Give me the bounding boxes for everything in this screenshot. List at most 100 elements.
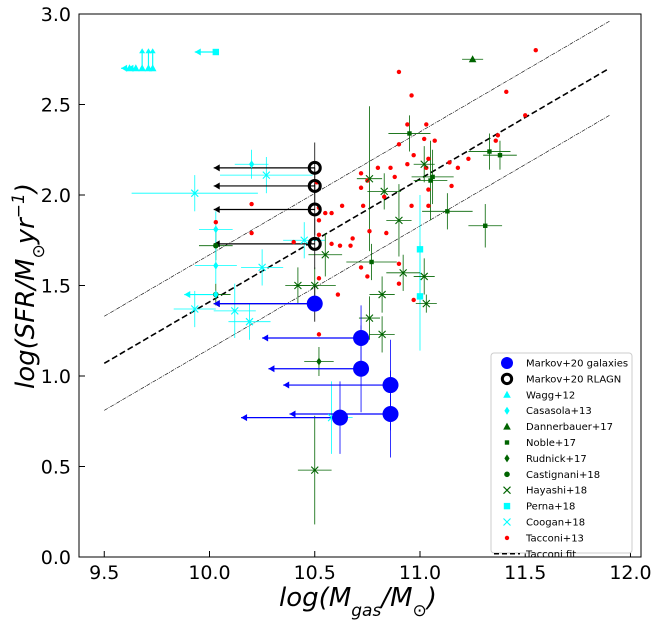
- hayashi-18-point-9: [378, 330, 386, 339]
- legend-label-0: Markov+20 galaxies: [526, 359, 628, 370]
- markov-20-rlagn-point-1-xlimit-head: [213, 182, 220, 190]
- legend-label-9: Perna+18: [526, 502, 575, 513]
- data-markers: [125, 48, 538, 475]
- legend-marker-1: [500, 372, 514, 386]
- tacconi-13-point-15: [504, 89, 509, 95]
- y-tick-label-6: 3.0: [41, 4, 71, 26]
- noble-17-point-5: [497, 152, 503, 158]
- markov-20-galaxies-point-3: [382, 377, 399, 394]
- wagg-12-point-3: [125, 64, 134, 72]
- casasola-13-point-3: [248, 160, 255, 169]
- tacconi-13-point-45: [335, 292, 341, 297]
- tacconi-13-point-54: [329, 210, 334, 216]
- legend-label-12: Tacconi fit: [525, 549, 576, 560]
- coogan-18-point-5: [300, 236, 309, 245]
- noble-17-point-1: [428, 178, 433, 183]
- x-axis-label: log(Mgas/M⊙): [279, 583, 437, 621]
- perna-18-point-0-xlimit-head: [194, 48, 201, 56]
- hayashi-18-point-8: [365, 314, 374, 322]
- tacconi-13-point-52: [316, 232, 322, 238]
- legend-label-10: Coogan+18: [526, 518, 585, 529]
- tacconi-13-point-1: [409, 93, 414, 98]
- tacconi-13-point-55: [388, 165, 393, 171]
- tacconi-13-point-49: [249, 201, 254, 207]
- tacconi-13-point-30: [323, 210, 328, 216]
- casasola-13-point-1: [213, 261, 219, 270]
- coogan-18-point-3: [230, 306, 239, 315]
- tacconi-13-point-39: [329, 241, 334, 247]
- tacconi-13-point-41: [365, 274, 370, 279]
- tacconi-13-point-14: [523, 113, 528, 118]
- x-tick-label-3: 11.0: [399, 562, 441, 584]
- markov-20-galaxies-point-0: [306, 295, 323, 312]
- markov-20-rlagn-point-0-xlimit-head: [213, 164, 220, 172]
- noble-17-point-3: [445, 209, 450, 214]
- hayashi-18-point-0: [365, 174, 374, 183]
- tacconi-13-point-40: [358, 265, 364, 270]
- wagg-12-point-0: [138, 64, 146, 72]
- tacconi-13-point-35: [348, 243, 353, 248]
- coogan-18-point-4: [245, 317, 254, 326]
- coogan-18-point-0: [190, 189, 199, 198]
- hayashi-18-point-5: [420, 272, 429, 281]
- x-tick-label-0: 9.5: [89, 562, 119, 584]
- perna-18-point-2: [416, 293, 424, 300]
- x-tick-label-1: 10.0: [188, 562, 230, 584]
- tacconi-13-point-4: [421, 136, 427, 142]
- markov-20-galaxies-point-3-xlimit-head: [283, 381, 290, 389]
- dannerbauer-17-point-0: [468, 55, 477, 63]
- fit-scatter-line-1: [104, 115, 610, 411]
- legend-marker-4: [503, 422, 511, 430]
- markov-20-galaxies-point-4: [382, 406, 399, 423]
- legend-marker-2: [503, 390, 511, 398]
- markov-20-galaxies-point-2: [353, 360, 370, 377]
- legend-marker-7: [504, 471, 510, 478]
- hayashi-18-point-6: [422, 299, 431, 308]
- wagg-12-point-2-uplimit-head: [149, 48, 156, 54]
- tacconi-13-point-32: [316, 218, 322, 223]
- hayashi-18-point-12: [310, 281, 319, 290]
- tacconi-13-point-29: [339, 203, 345, 209]
- x-tick-label-4: 11.5: [504, 562, 546, 584]
- noble-17-point-6: [483, 223, 488, 228]
- legend-label-3: Casasola+13: [526, 406, 592, 417]
- tacconi-13-point-36: [350, 236, 355, 241]
- y-tick-label-3: 1.5: [41, 276, 71, 298]
- tacconi-13-point-6: [396, 142, 402, 147]
- legend-label-6: Rudnick+17: [526, 454, 587, 465]
- legend-label-2: Wagg+12: [526, 390, 575, 401]
- legend-marker-5: [504, 440, 510, 445]
- tacconi-13-point-18: [375, 165, 381, 171]
- y-tick-label-0: 0.0: [41, 547, 71, 569]
- tacconi-13-point-42: [396, 261, 402, 266]
- y-tick-label-2: 1.0: [41, 366, 71, 388]
- wagg-12-point-1-uplimit-head: [145, 48, 152, 54]
- tacconi-13-point-50: [249, 230, 254, 236]
- noble-17-point-2: [430, 174, 435, 180]
- casasola-13-point-2-xlimit-head: [184, 291, 191, 299]
- tacconi-13-point-44: [411, 297, 416, 303]
- tacconi-13-point-2: [405, 122, 410, 127]
- markov-20-galaxies-point-1-xlimit-head: [262, 334, 269, 342]
- legend-marker-3: [504, 406, 510, 415]
- tacconi-13-point-24: [409, 203, 414, 209]
- tacconi-13-point-26: [426, 203, 431, 209]
- legend-marker-8: [503, 486, 511, 495]
- hayashi-18-point-10: [321, 250, 330, 259]
- legend-marker-10: [503, 518, 511, 526]
- coogan-18-point-2: [258, 263, 267, 272]
- markov-20-galaxies-point-2-xlimit-head: [268, 365, 275, 373]
- tacconi-13-point-25: [426, 187, 431, 192]
- casasola-13-point-0: [213, 225, 219, 234]
- coogan-18-point-1: [262, 171, 271, 179]
- y-tick-label-1: 0.5: [41, 457, 71, 479]
- tacconi-13-point-19: [392, 174, 397, 180]
- tacconi-13-point-11: [466, 156, 471, 161]
- legend-label-11: Tacconi+13: [525, 533, 584, 544]
- error-bars: [121, 48, 517, 525]
- y-tick-label-5: 2.5: [41, 95, 71, 117]
- tacconi-13-point-12: [495, 133, 501, 138]
- tacconi-13-point-3: [424, 122, 429, 127]
- legend-marker-11: [504, 535, 510, 541]
- x-tick-label-5: 12.0: [609, 562, 651, 584]
